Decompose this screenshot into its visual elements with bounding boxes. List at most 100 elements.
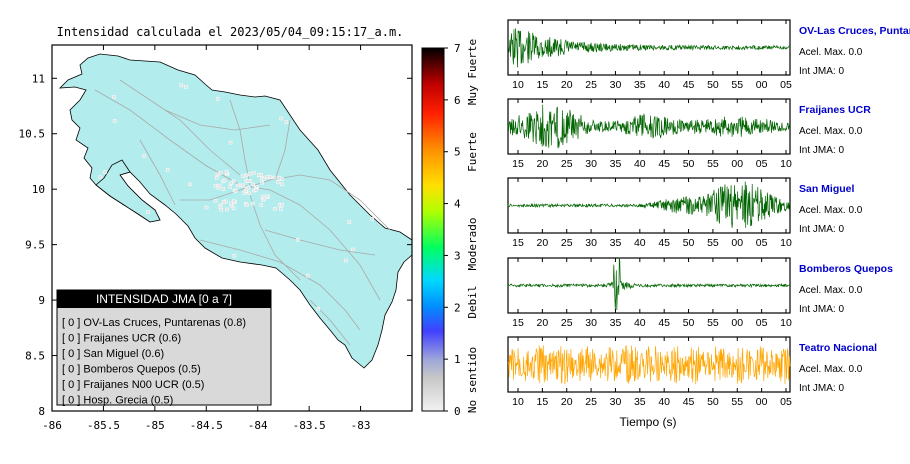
station-marker	[112, 119, 117, 123]
jma-intensity: Int JMA: 0	[799, 383, 844, 394]
legend-item: [ 0 ] Fraijanes N00 UCR (0.5)	[62, 379, 204, 391]
station-marker	[265, 175, 269, 179]
station-markers	[98, 83, 374, 311]
colorbar-tick-label: 6	[454, 94, 461, 107]
station-marker	[247, 191, 252, 196]
legend-item: [ 0 ] Bomberos Quepos (0.5)	[62, 364, 201, 376]
station-marker	[142, 154, 146, 158]
station-marker	[252, 171, 256, 175]
colorbar: 0 1 2 3 4 5 6 7 No sentido Debil Moderado Fuerte Mu…	[421, 39, 479, 418]
station-marker	[219, 207, 224, 212]
colorbar-level-label: No sentido	[466, 347, 479, 413]
map-y-tick-label: 9.5	[25, 239, 45, 252]
station-marker	[165, 168, 170, 172]
station-marker	[347, 220, 352, 224]
station-marker	[235, 183, 240, 188]
station-marker	[296, 238, 300, 242]
time-tick-label: 05	[780, 79, 792, 91]
time-tick-label: 15	[512, 237, 524, 249]
seismogram-panel: 10 15 20 25 30 35 40 45 50 55 00 05 OV-Las Cruces, P…	[507, 19, 910, 91]
station-marker	[229, 201, 233, 206]
time-tick-label: 20	[561, 396, 573, 408]
time-axis-label: Tiempo (s)	[620, 415, 677, 429]
time-tick-label: 05	[780, 396, 792, 408]
station-marker	[260, 194, 265, 199]
station-marker	[184, 85, 188, 89]
time-tick-label: 50	[683, 317, 695, 329]
map-y-tick-label: 8.5	[25, 350, 45, 363]
time-tick-label: 50	[683, 158, 695, 170]
time-tick-label: 10	[780, 237, 792, 249]
station-marker	[305, 273, 310, 278]
time-tick-label: 15	[537, 396, 549, 408]
colorbar-tick-label: 7	[454, 42, 461, 55]
time-tick-label: 50	[707, 396, 719, 408]
station-marker	[251, 182, 256, 187]
time-tick-label: 45	[683, 396, 695, 408]
station-marker	[146, 210, 150, 214]
time-tick-label: 55	[707, 237, 719, 249]
road-network	[94, 79, 391, 346]
station-marker	[275, 180, 280, 184]
legend-item: [ 0 ] OV-Las Cruces, Puntarenas (0.8)	[62, 317, 246, 329]
station-name: Bomberos Quepos	[799, 263, 893, 275]
colorbar-tick-label: 0	[454, 405, 461, 418]
time-tick-label: 10	[512, 396, 524, 408]
map-x-tick-label: -84.5	[190, 419, 223, 432]
time-tick-label: 40	[634, 317, 646, 329]
station-marker	[228, 185, 232, 189]
map-x-tick-label: -86	[42, 419, 62, 432]
seismogram-panel: 15 20 25 30 35 40 45 50 55 00 05 10 Bomberos Quepos A…	[507, 257, 893, 329]
station-marker	[229, 181, 233, 185]
station-marker	[262, 177, 266, 181]
station-marker	[231, 206, 236, 211]
time-tick-label: 25	[585, 396, 597, 408]
colorbar-level-label: Moderado	[466, 218, 479, 271]
time-tick-label: 15	[512, 158, 524, 170]
time-tick-label: 40	[658, 79, 670, 91]
time-tick-label: 10	[512, 79, 524, 91]
station-marker	[233, 189, 238, 193]
map-panel: -86 -85.5 -85 -84.5 -84 -83.5 -83 11 10.5 10 9.5 9…	[19, 44, 413, 432]
station-marker	[259, 203, 263, 207]
station-marker	[256, 173, 261, 178]
map-x-tick-label: -84	[248, 419, 268, 432]
time-tick-label: 30	[585, 237, 597, 249]
time-tick-label: 45	[658, 158, 670, 170]
time-tick-label: 05	[756, 317, 768, 329]
station-marker	[213, 183, 218, 188]
station-marker	[215, 172, 220, 177]
time-tick-label: 30	[610, 396, 622, 408]
time-tick-label: 25	[561, 237, 573, 249]
station-marker	[213, 198, 218, 203]
time-tick-label: 35	[610, 317, 622, 329]
map-y-tick-label: 10	[32, 183, 45, 196]
station-marker	[215, 97, 220, 101]
seismogram-panel: 15 20 25 30 35 40 45 50 55 00 05 10 Fraijanes UCR Ace…	[507, 98, 871, 170]
station-marker	[214, 176, 219, 180]
station-marker	[260, 180, 264, 185]
station-marker	[246, 186, 251, 190]
time-tick-label: 10	[780, 158, 792, 170]
station-marker	[217, 183, 222, 188]
waveform-trace	[507, 345, 791, 385]
station-marker	[222, 200, 226, 204]
seismogram-panels: 10 15 20 25 30 35 40 45 50 55 00 05 OV-Las Cruces, P…	[507, 19, 910, 408]
time-tick-label: 40	[634, 237, 646, 249]
time-tick-label: 45	[658, 237, 670, 249]
time-tick-label: 55	[707, 158, 719, 170]
station-marker	[280, 182, 284, 187]
time-tick-label: 40	[634, 158, 646, 170]
time-tick-label: 25	[561, 158, 573, 170]
station-marker	[232, 199, 236, 203]
map-y-tick-label: 8	[38, 405, 45, 418]
station-marker	[262, 196, 267, 201]
time-tick-label: 30	[585, 158, 597, 170]
colorbar-tick-label: 5	[454, 146, 461, 159]
time-tick-label: 00	[731, 317, 743, 329]
time-tick-label: 40	[658, 396, 670, 408]
time-tick-label: 35	[634, 396, 646, 408]
time-tick-label: 50	[707, 79, 719, 91]
time-tick-label: 20	[537, 158, 549, 170]
station-marker	[221, 187, 226, 191]
